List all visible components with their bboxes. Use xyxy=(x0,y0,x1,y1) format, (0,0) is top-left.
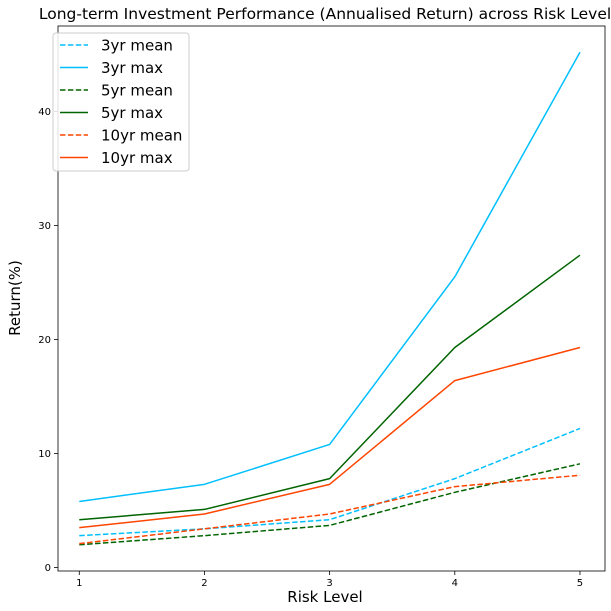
legend-label: 10yr mean xyxy=(101,127,182,145)
series-line-10yr-mean xyxy=(79,474,581,545)
chart-title: Long-term Investment Performance (Annual… xyxy=(39,5,611,23)
x-tick-label: 4 xyxy=(452,578,458,589)
x-axis: 1 2 3 4 5 xyxy=(76,571,583,589)
x-axis-label: Risk Level xyxy=(287,588,362,606)
y-tick-label: 10 xyxy=(38,449,51,460)
y-tick-label: 30 xyxy=(38,221,51,232)
y-tick-label: 0 xyxy=(45,563,51,574)
y-axis: 0 10 20 30 40 xyxy=(38,107,58,574)
x-tick-label: 3 xyxy=(326,578,332,589)
x-tick-label: 1 xyxy=(76,578,82,589)
series-line-5yr-mean xyxy=(79,463,581,546)
x-tick-label: 2 xyxy=(201,578,207,589)
series-line-5yr-max xyxy=(79,254,581,521)
legend-label: 3yr max xyxy=(101,59,163,77)
legend-label: 5yr mean xyxy=(101,82,173,100)
y-tick-label: 20 xyxy=(38,335,51,346)
x-tick-label: 5 xyxy=(577,578,583,589)
legend-label: 5yr max xyxy=(101,104,163,122)
series-layer xyxy=(79,51,581,546)
legend: 3yr mean 3yr max 5yr mean 5yr max 10yr mean 1… xyxy=(52,32,190,172)
series-line-3yr-mean xyxy=(79,427,581,537)
plot-area xyxy=(57,25,606,572)
y-axis-label: Return(%) xyxy=(6,260,24,336)
legend-label: 10yr max xyxy=(101,149,173,167)
y-tick-label: 40 xyxy=(38,107,51,118)
legend-label: 3yr mean xyxy=(101,37,173,55)
series-line-10yr-max xyxy=(79,346,581,529)
series-line-3yr-max xyxy=(79,51,581,503)
